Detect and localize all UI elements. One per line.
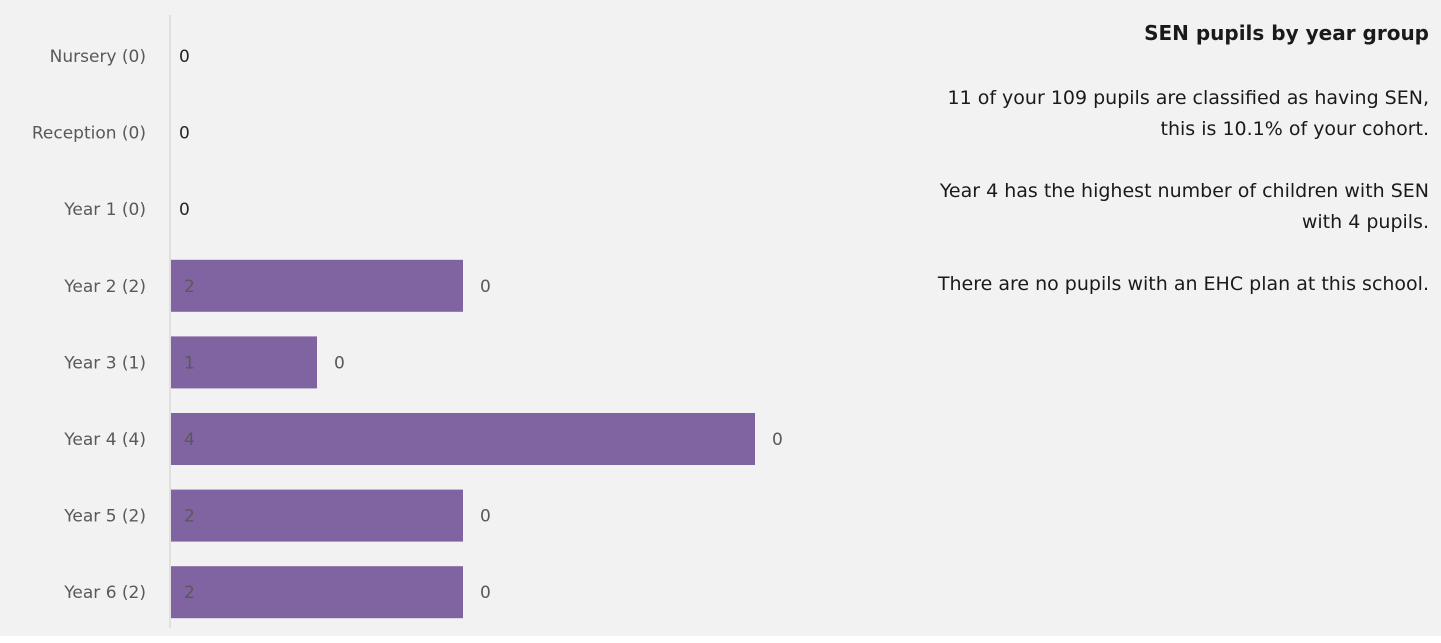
- bar-value-label: 2: [184, 277, 195, 297]
- bar: [171, 259, 463, 312]
- series-2-value-label: 0: [334, 353, 345, 373]
- category-label: Year 1 (0): [63, 200, 146, 220]
- category-label: Year 2 (2): [63, 277, 146, 297]
- series-2-value-label: 0: [480, 507, 491, 527]
- bar: [171, 489, 463, 542]
- bar-chart: Nursery (0) 0 Reception (0) 0 Year 1 (0) 0 Yea…: [32, 15, 783, 628]
- category-label: Reception (0): [32, 124, 146, 144]
- summary-paragraph-highest: Year 4 has the highest number of childre…: [939, 180, 1429, 233]
- bar: [171, 413, 755, 465]
- bar: [171, 336, 317, 389]
- summary-title: SEN pupils by year group: [1144, 21, 1429, 45]
- bar-value-label: 2: [184, 507, 195, 527]
- series-2-value-label: 0: [179, 200, 190, 220]
- summary-panel: SEN pupils by year group 11 of your 109 …: [909, 18, 1429, 331]
- series-2-value-label: 0: [480, 277, 491, 297]
- summary-paragraph-ehc: There are no pupils with an EHC plan at …: [937, 273, 1429, 295]
- category-label: Year 4 (4): [63, 430, 146, 450]
- series-2-value-label: 0: [772, 430, 783, 450]
- bar: [171, 566, 463, 619]
- category-label: Year 6 (2): [63, 583, 146, 603]
- category-label: Year 3 (1): [63, 353, 146, 373]
- series-2-value-label: 0: [179, 124, 190, 144]
- series-2-value-label: 0: [179, 47, 190, 67]
- series-2-value-label: 0: [480, 583, 491, 603]
- bar-value-label: 2: [184, 583, 195, 603]
- summary-paragraph-cohort: 11 of your 109 pupils are classified as …: [947, 87, 1429, 140]
- category-label: Year 5 (2): [63, 507, 146, 527]
- bar-value-label: 1: [184, 353, 195, 373]
- bar-value-label: 4: [184, 430, 195, 450]
- category-label: Nursery (0): [50, 47, 146, 67]
